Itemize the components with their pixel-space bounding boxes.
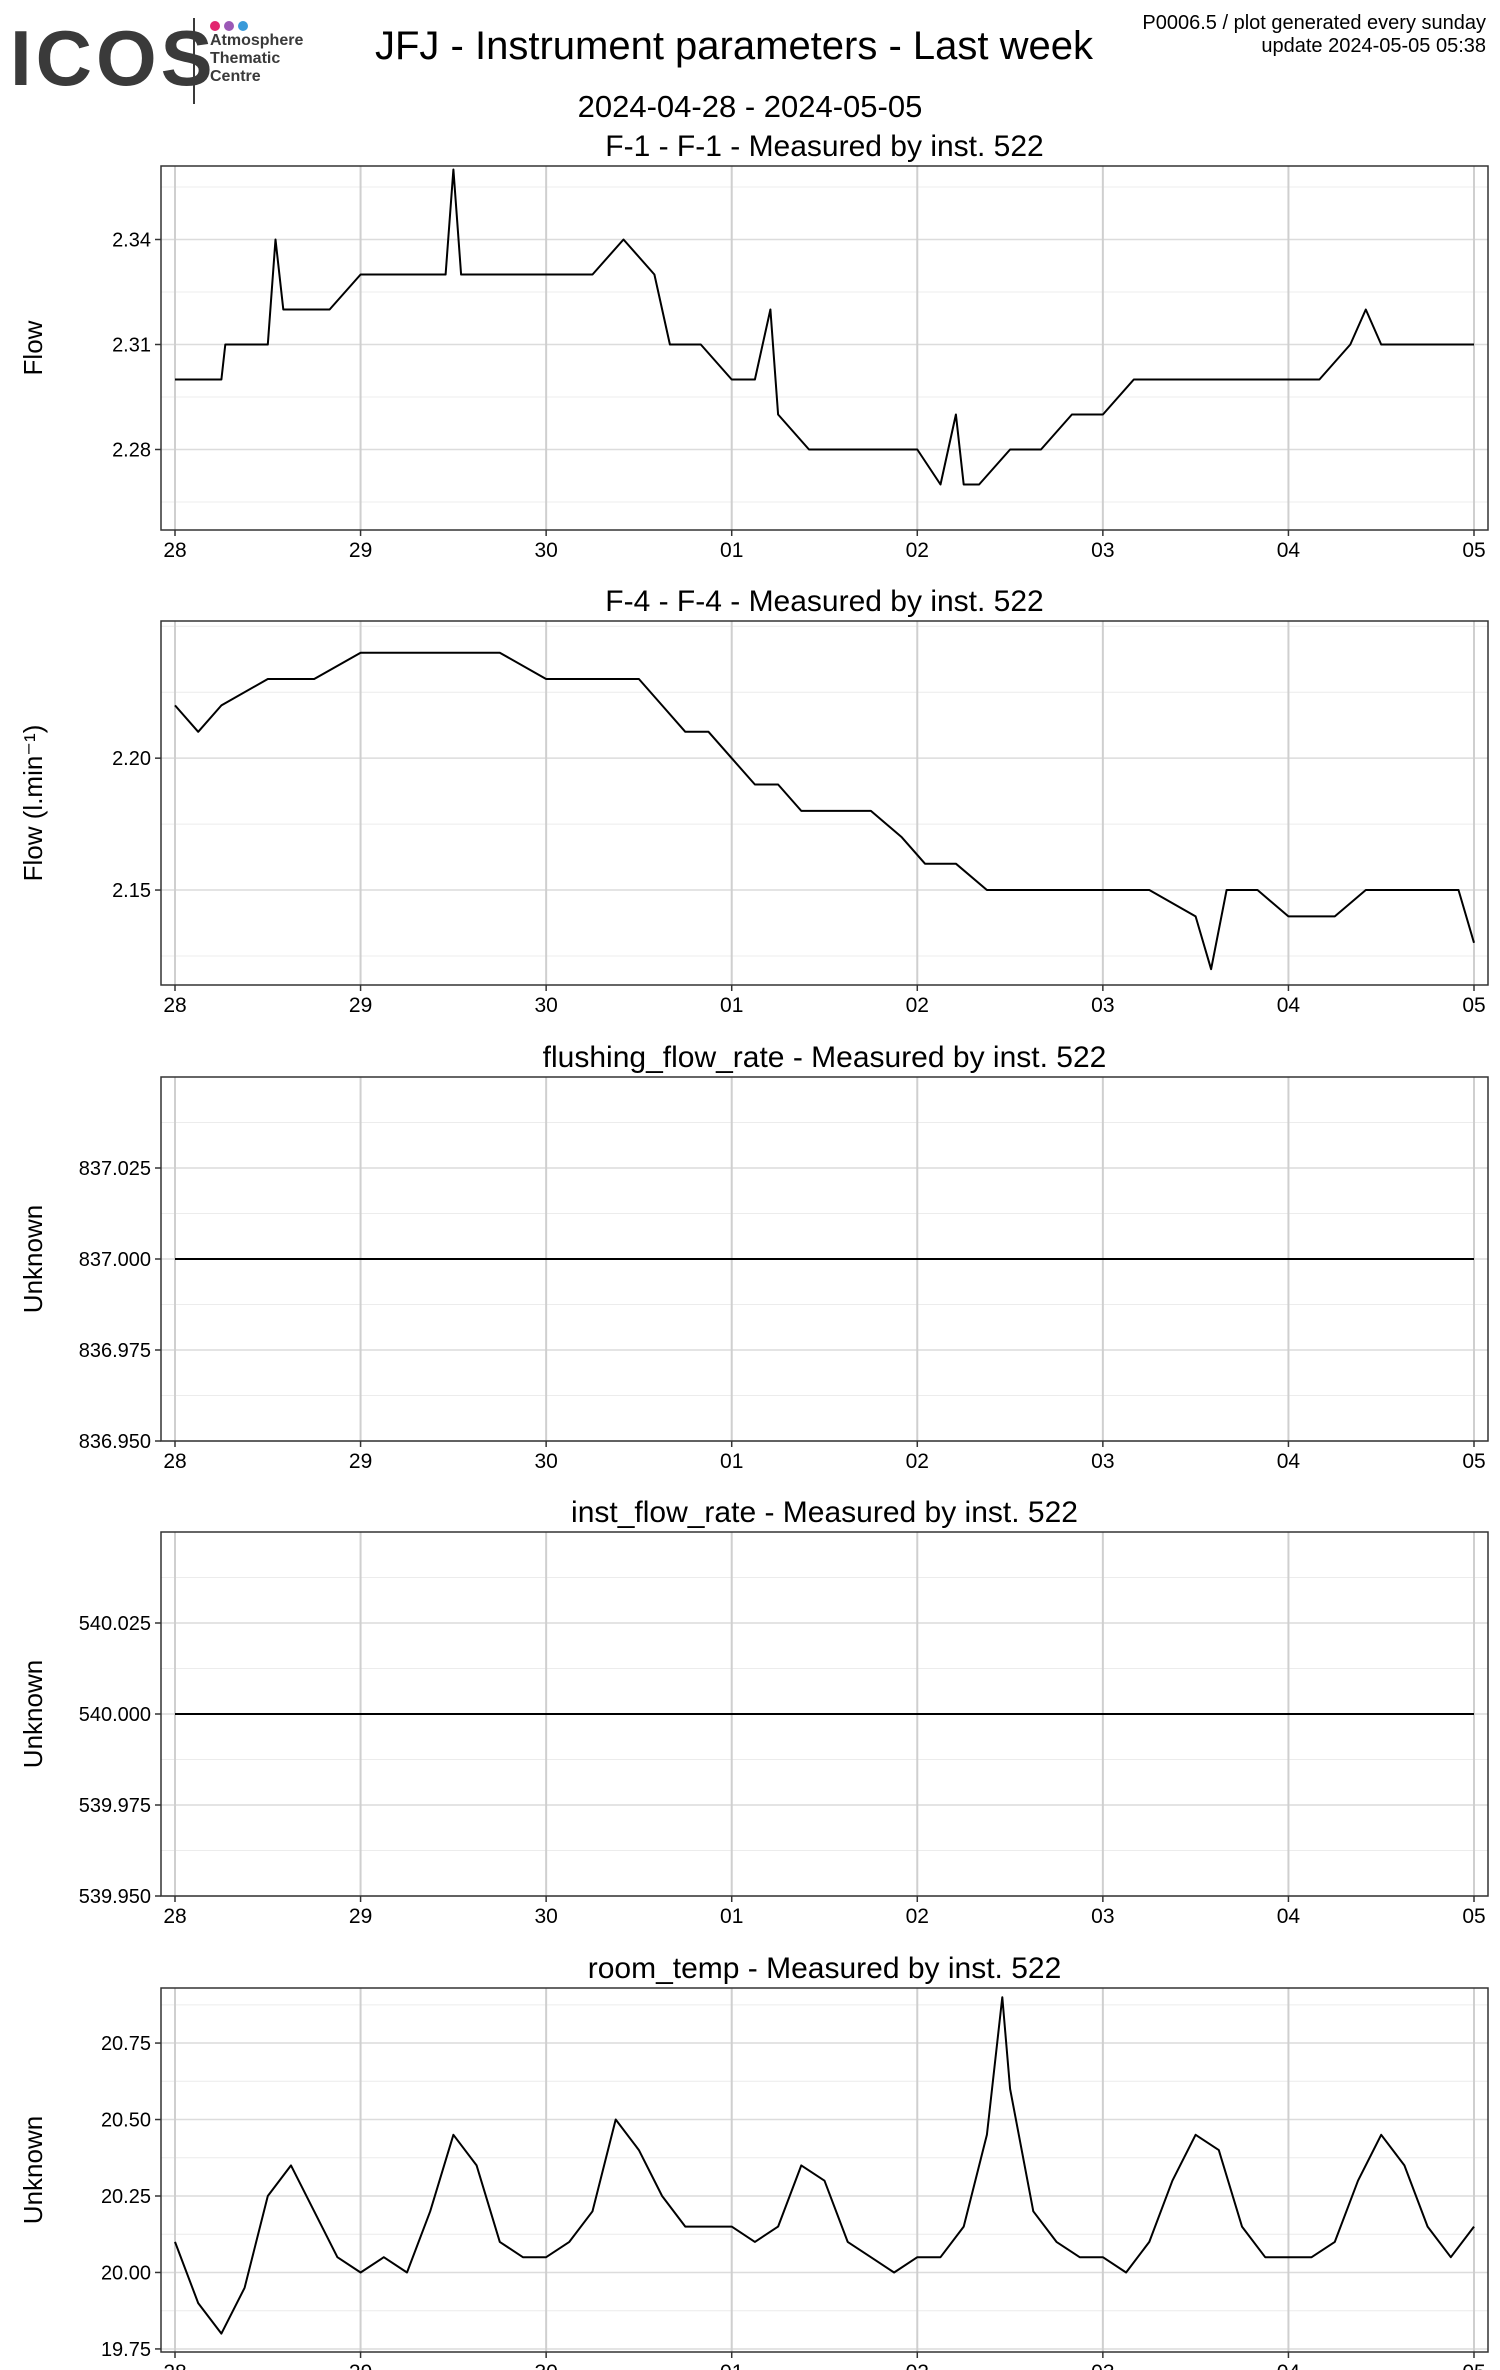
- x-tick-label: 30: [534, 2361, 557, 2370]
- plot-id-line: P0006.5 / plot generated every sunday: [1142, 12, 1486, 34]
- chart-panel-1: F-1 - F-1 - Measured by inst. 522 2.28 2.3…: [18, 130, 1489, 562]
- x-tick-label: 02: [906, 994, 929, 1017]
- y-tick-label: 836.975: [79, 1340, 151, 1362]
- x-tick-label: 01: [720, 2361, 743, 2370]
- x-tick-label: 30: [534, 539, 557, 562]
- logo-dot-blue: [238, 21, 248, 31]
- y-tick-label: 19.75: [101, 2339, 151, 2361]
- y-tick-label: 2.28: [112, 440, 151, 462]
- x-tick-label: 05: [1462, 1450, 1485, 1473]
- y-tick-label: 837.000: [79, 1249, 151, 1271]
- chart-title: F-1 - F-1 - Measured by inst. 522: [605, 130, 1044, 163]
- logo-separator: [193, 18, 195, 104]
- x-tick-label: 04: [1277, 2361, 1301, 2370]
- logo-line-1: Atmosphere: [210, 32, 304, 49]
- x-tick-label: 02: [906, 1450, 929, 1473]
- chart-panel-3: flushing_flow_rate - Measured by inst. 5…: [18, 1041, 1489, 1473]
- x-tick-label: 30: [534, 994, 557, 1017]
- plot-frame: [160, 1987, 1489, 2353]
- y-axis-label: Flow (l.min⁻¹): [18, 725, 48, 882]
- x-tick-label: 05: [1462, 994, 1485, 1017]
- y-tick-label: 539.975: [79, 1795, 151, 1817]
- data-series-line: [174, 651, 1475, 971]
- x-tick-label: 05: [1462, 2361, 1485, 2370]
- x-tick-label: 29: [349, 994, 372, 1017]
- logo-wordmark: ICOS: [10, 14, 217, 102]
- x-tick-label: 02: [906, 539, 929, 562]
- chart-title: flushing_flow_rate - Measured by inst. 5…: [543, 1041, 1107, 1074]
- chart-title: F-4 - F-4 - Measured by inst. 522: [605, 585, 1044, 618]
- chart-panel-4: inst_flow_rate - Measured by inst. 522 53…: [18, 1496, 1489, 1928]
- y-tick-label: 2.34: [112, 230, 151, 252]
- x-tick-label: 28: [163, 994, 186, 1017]
- x-tick-label: 05: [1462, 539, 1485, 562]
- data-series-line: [174, 1996, 1475, 2335]
- y-tick-label: 20.25: [101, 2186, 151, 2208]
- x-tick-label: 04: [1277, 1905, 1301, 1928]
- x-tick-label: 04: [1277, 539, 1301, 562]
- x-tick-label: 30: [534, 1905, 557, 1928]
- y-tick-label: 2.31: [112, 335, 151, 357]
- y-axis-label: Unknown: [18, 1660, 48, 1768]
- data-series-line: [175, 168, 1474, 486]
- x-tick-label: 03: [1091, 1905, 1114, 1928]
- plot-frame: [160, 620, 1489, 986]
- page-title: JFJ - Instrument parameters - Last week: [375, 24, 1094, 68]
- plot-frame: [160, 165, 1489, 531]
- x-tick-label: 04: [1277, 994, 1301, 1017]
- y-tick-label: 20.50: [101, 2110, 151, 2132]
- y-axis-label: Flow: [18, 320, 48, 375]
- y-axis-label: Unknown: [18, 1205, 48, 1313]
- icos-logo: ICOS Atmosphere Thematic Centre: [10, 18, 320, 108]
- y-tick-label: 2.20: [112, 748, 151, 770]
- x-tick-label: 28: [163, 1450, 186, 1473]
- y-tick-label: 20.00: [101, 2262, 151, 2284]
- x-tick-label: 01: [720, 1905, 743, 1928]
- y-tick-label: 837.025: [79, 1158, 151, 1180]
- logo-line-2: Thematic: [210, 50, 281, 67]
- y-tick-label: 539.950: [79, 1886, 151, 1908]
- logo-text: Atmosphere Thematic Centre: [210, 32, 303, 86]
- y-tick-label: 540.025: [79, 1613, 151, 1635]
- x-tick-label: 28: [163, 2361, 186, 2370]
- y-axis-label: Unknown: [18, 2116, 48, 2224]
- logo-dot-purple: [224, 21, 234, 31]
- y-tick-label: 2.15: [112, 880, 151, 902]
- date-range: 2024-04-28 - 2024-05-05: [577, 89, 923, 124]
- x-tick-label: 29: [349, 1905, 372, 1928]
- x-tick-label: 30: [534, 1450, 557, 1473]
- x-tick-label: 04: [1277, 1450, 1301, 1473]
- x-tick-label: 29: [349, 1450, 372, 1473]
- x-tick-label: 03: [1091, 539, 1114, 562]
- chart-title: inst_flow_rate - Measured by inst. 522: [571, 1496, 1078, 1529]
- logo-line-3: Centre: [210, 68, 261, 85]
- x-tick-label: 02: [906, 2361, 929, 2370]
- x-tick-label: 29: [349, 539, 372, 562]
- generation-info: P0006.5 / plot generated every sunday up…: [1142, 12, 1486, 58]
- x-tick-label: 01: [720, 994, 743, 1017]
- x-tick-label: 03: [1091, 2361, 1114, 2370]
- x-tick-label: 03: [1091, 994, 1114, 1017]
- x-tick-label: 02: [906, 1905, 929, 1928]
- x-tick-label: 05: [1462, 1905, 1485, 1928]
- logo-dots: [210, 18, 252, 32]
- logo-dot-pink: [210, 21, 220, 31]
- x-tick-label: 29: [349, 2361, 372, 2370]
- chart-panel-5: room_temp - Measured by inst. 522 19.75 20…: [18, 1952, 1489, 2370]
- x-tick-label: 01: [720, 539, 743, 562]
- y-tick-label: 540.000: [79, 1704, 151, 1726]
- x-tick-label: 03: [1091, 1450, 1114, 1473]
- update-line: update 2024-05-05 05:38: [1261, 35, 1486, 57]
- x-tick-label: 28: [163, 1905, 186, 1928]
- x-tick-label: 28: [163, 539, 186, 562]
- x-tick-label: 01: [720, 1450, 743, 1473]
- chart-title: room_temp - Measured by inst. 522: [588, 1952, 1062, 1985]
- y-tick-label: 836.950: [79, 1431, 151, 1453]
- chart-panel-2: F-4 - F-4 - Measured by inst. 522 2.15 2.2…: [18, 585, 1489, 1017]
- y-tick-label: 20.75: [101, 2033, 151, 2055]
